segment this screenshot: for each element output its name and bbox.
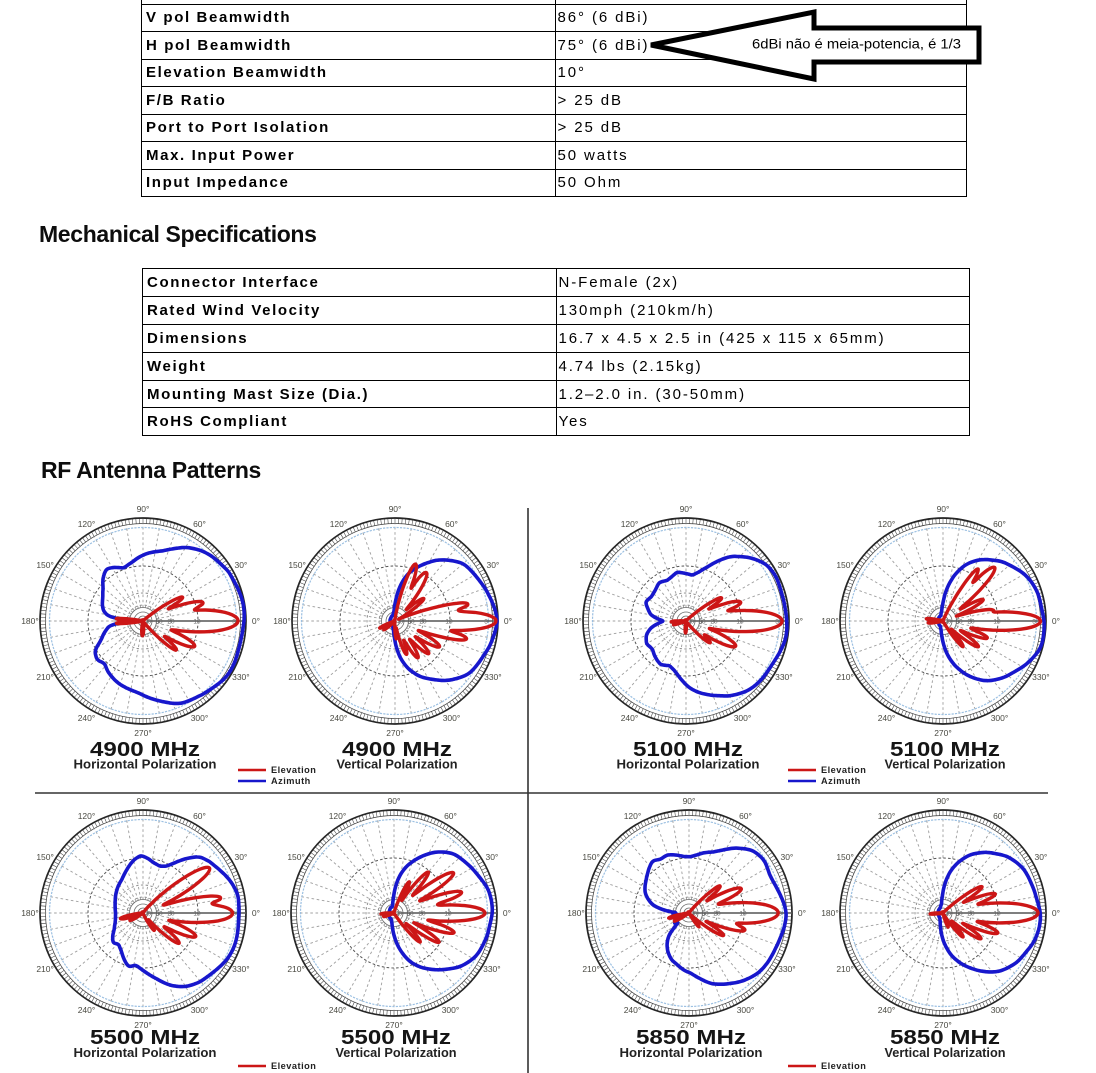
svg-text:Horizontal Polarization: Horizontal Polarization [617, 758, 760, 772]
svg-text:Azimuth: Azimuth [271, 776, 311, 786]
svg-text:Elevation: Elevation [821, 1061, 866, 1071]
svg-text:Elevation: Elevation [271, 765, 316, 775]
svg-text:Elevation: Elevation [271, 1061, 316, 1071]
svg-text:Vertical Polarization: Vertical Polarization [337, 758, 458, 772]
svg-text:6dBi não é meia-potencia, é 1/: 6dBi não é meia-potencia, é 1/3 [752, 37, 961, 52]
svg-text:Horizontal Polarization: Horizontal Polarization [74, 758, 217, 772]
svg-text:Horizontal Polarization: Horizontal Polarization [74, 1046, 217, 1060]
svg-text:Azimuth: Azimuth [821, 776, 861, 786]
svg-text:5500 MHz: 5500 MHz [341, 1027, 451, 1049]
svg-text:Vertical Polarization: Vertical Polarization [885, 758, 1006, 772]
svg-text:5100 MHz: 5100 MHz [890, 739, 1000, 761]
svg-text:Vertical Polarization: Vertical Polarization [885, 1046, 1006, 1060]
svg-text:5850 MHz: 5850 MHz [890, 1027, 1000, 1049]
svg-text:Vertical Polarization: Vertical Polarization [336, 1046, 457, 1060]
svg-text:Elevation: Elevation [821, 765, 866, 775]
svg-text:5850 MHz: 5850 MHz [636, 1027, 746, 1049]
svg-text:5500 MHz: 5500 MHz [90, 1027, 200, 1049]
svg-text:4900 MHz: 4900 MHz [342, 739, 452, 761]
svg-text:4900 MHz: 4900 MHz [90, 739, 200, 761]
svg-text:Horizontal Polarization: Horizontal Polarization [620, 1046, 763, 1060]
svg-text:5100 MHz: 5100 MHz [633, 739, 743, 761]
